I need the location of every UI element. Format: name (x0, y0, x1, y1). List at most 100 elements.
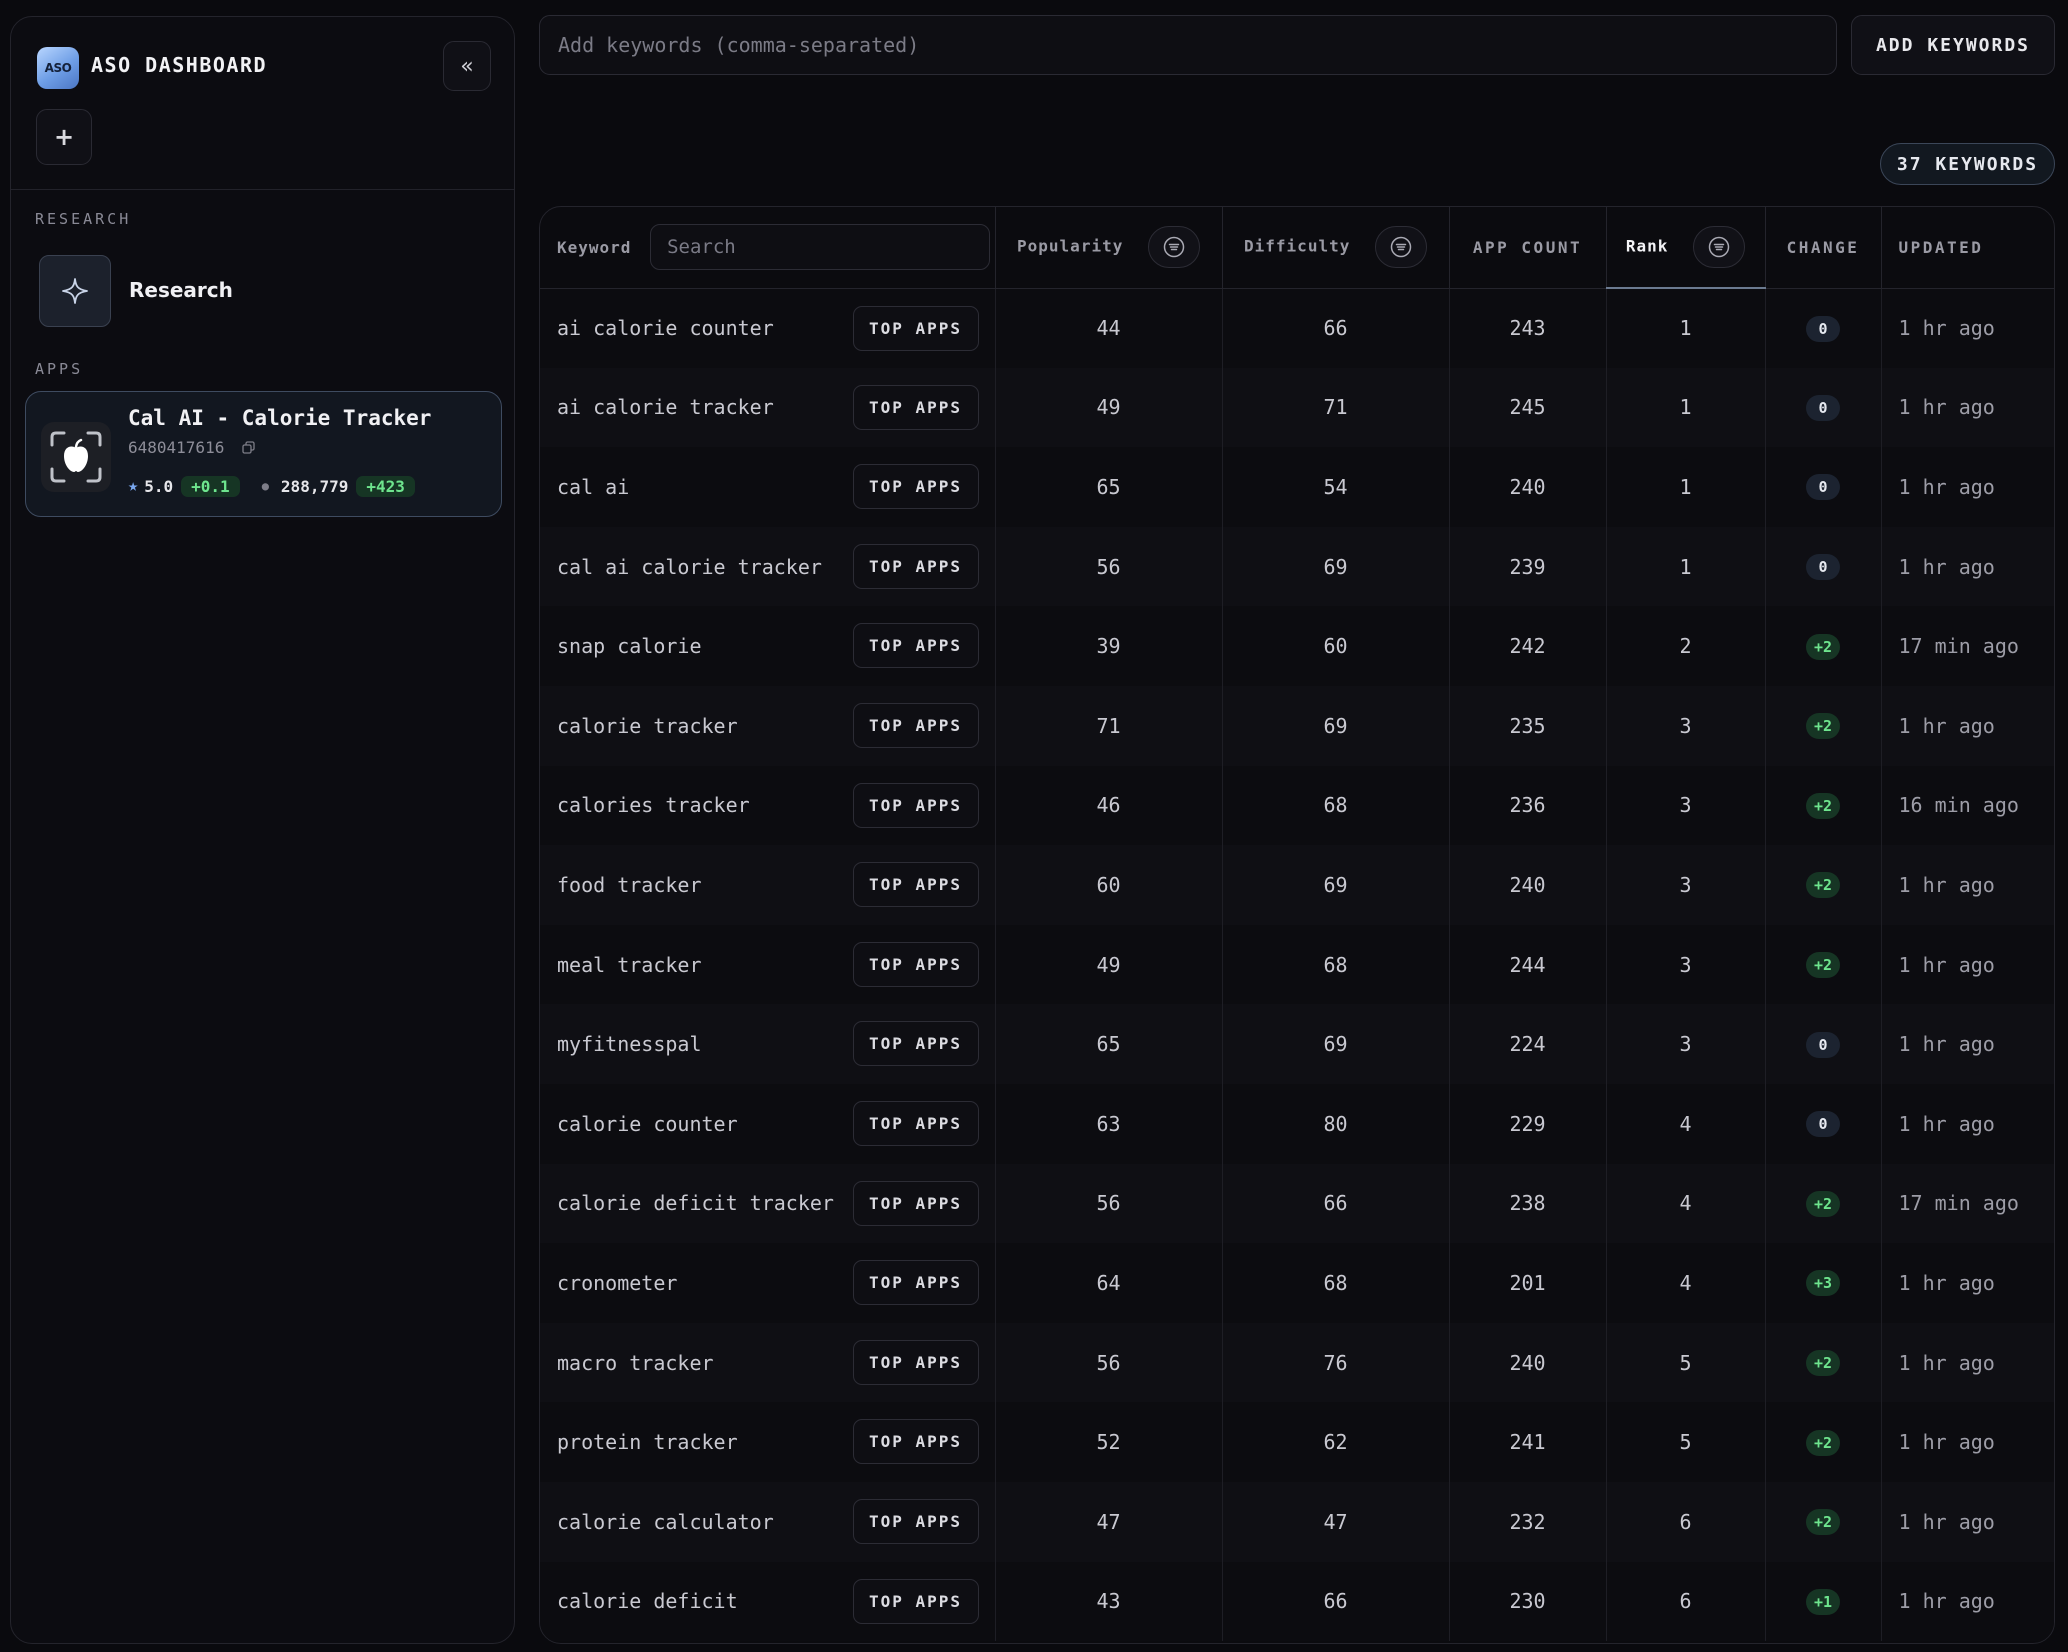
change-badge: +3 (1805, 1270, 1841, 1297)
top-apps-button[interactable]: TOP APPS (852, 305, 979, 351)
table-row[interactable]: cal ai TOP APPS 65 54 240 1 0 1 hr ago (540, 447, 2054, 527)
app-card-cal-ai[interactable]: Cal AI - Calorie Tracker 6480417616 ★ 5.… (25, 391, 502, 517)
reviews-count: 288,779 (280, 476, 349, 496)
difficulty-header-label: Difficulty (1244, 236, 1351, 256)
table-row[interactable]: food tracker TOP APPS 60 69 240 3 +2 1 hr ago (540, 845, 2054, 925)
keyword-text: cal ai calorie tracker (557, 554, 822, 579)
app-count-cell: 230 (1449, 1561, 1607, 1642)
keyword-search-input[interactable] (650, 224, 991, 271)
table-row[interactable]: myfitnesspal TOP APPS 65 69 224 3 0 1 hr ago (540, 1004, 2054, 1084)
difficulty-cell: 47 (1222, 1481, 1450, 1562)
top-apps-button[interactable]: TOP APPS (852, 702, 979, 748)
popularity-sort-button[interactable] (1147, 226, 1200, 269)
table-row[interactable]: macro tracker TOP APPS 56 76 240 5 +2 1 hr ago (540, 1322, 2054, 1403)
add-keywords-input[interactable] (539, 15, 1837, 75)
keyword-text: snap calorie (557, 634, 702, 659)
difficulty-cell: 66 (1222, 288, 1450, 368)
table-row[interactable]: calorie deficit tracker TOP APPS 56 66 238 4 +… (540, 1163, 2054, 1244)
keyword-text: cal ai (557, 474, 630, 499)
filter-lines-icon (1708, 236, 1730, 258)
table-row[interactable]: calorie calculator TOP APPS 47 47 232 6 +2 1 hr… (540, 1481, 2054, 1562)
table-row[interactable]: calorie counter TOP APPS 63 80 229 4 0 1 hr ago (540, 1083, 2054, 1164)
sparkle-icon (39, 255, 111, 327)
keyword-cell: calorie tracker TOP APPS (540, 685, 996, 766)
app-count-cell: 241 (1449, 1402, 1607, 1482)
difficulty-cell: 69 (1222, 685, 1450, 766)
top-apps-button[interactable]: TOP APPS (852, 862, 979, 908)
updated-cell: 17 min ago (1898, 1191, 2019, 1216)
change-badge: +2 (1805, 1509, 1841, 1536)
top-apps-button[interactable]: TOP APPS (852, 1021, 979, 1067)
table-row[interactable]: meal tracker TOP APPS 49 68 244 3 +2 1 hr ago (540, 924, 2054, 1005)
add-app-button[interactable]: + (36, 109, 92, 165)
column-header-rank[interactable]: Rank (1606, 207, 1766, 289)
top-apps-button[interactable]: TOP APPS (852, 1339, 979, 1385)
table-row[interactable]: protein tracker TOP APPS 52 62 241 5 +2 1 hr ag… (540, 1402, 2054, 1482)
change-badge: +2 (1805, 792, 1841, 819)
difficulty-cell: 69 (1222, 845, 1450, 925)
updated-cell: 1 hr ago (1898, 474, 1995, 499)
research-section-label: RESEARCH (35, 210, 132, 228)
difficulty-cell: 66 (1222, 1561, 1450, 1642)
updated-cell: 16 min ago (1898, 793, 2019, 818)
top-apps-button[interactable]: TOP APPS (852, 941, 979, 987)
top-apps-button[interactable]: TOP APPS (852, 1260, 979, 1306)
top-apps-button[interactable]: TOP APPS (852, 464, 979, 510)
change-badge: +2 (1805, 1190, 1841, 1217)
change-cell: +2 (1765, 924, 1882, 1005)
rank-cell: 3 (1606, 845, 1766, 925)
keyword-cell: calorie deficit tracker TOP APPS (540, 1163, 996, 1244)
column-header-app-count[interactable]: APP COUNT (1449, 207, 1607, 289)
column-header-difficulty[interactable]: Difficulty (1222, 207, 1450, 289)
change-cell: +2 (1765, 685, 1882, 766)
table-row[interactable]: calorie tracker TOP APPS 71 69 235 3 +2 1 hr ag… (540, 685, 2054, 766)
top-apps-button[interactable]: TOP APPS (852, 782, 979, 828)
add-keywords-button[interactable]: ADD KEYWORDS (1851, 15, 2055, 75)
table-row[interactable]: cal ai calorie tracker TOP APPS 56 69 239 1 0 1… (540, 526, 2054, 607)
top-apps-button[interactable]: TOP APPS (852, 1100, 979, 1146)
change-badge: 0 (1806, 474, 1840, 501)
reviews-change-badge: +423 (356, 475, 415, 497)
filter-lines-icon (1163, 237, 1185, 258)
column-header-updated[interactable]: UPDATED (1881, 207, 2054, 289)
app-count-cell: 243 (1449, 288, 1607, 368)
table-row[interactable]: ai calorie tracker TOP APPS 49 71 245 1 0 1 hr … (540, 367, 2054, 448)
app-count-cell: 240 (1449, 1322, 1607, 1403)
copy-icon[interactable] (242, 439, 255, 458)
keyword-cell: food tracker TOP APPS (540, 845, 996, 925)
top-apps-button[interactable]: TOP APPS (852, 1180, 979, 1226)
top-apps-button[interactable]: TOP APPS (852, 384, 979, 430)
table-row[interactable]: ai calorie counter TOP APPS 44 66 243 1 0 1 hr … (540, 288, 2054, 368)
top-apps-button[interactable]: TOP APPS (852, 1578, 979, 1624)
table-row[interactable]: calories tracker TOP APPS 46 68 236 3 +2 16 min… (540, 765, 2054, 846)
rating-change-badge: +0.1 (181, 475, 240, 497)
rank-cell: 5 (1606, 1402, 1766, 1482)
collapse-sidebar-button[interactable]: « (443, 41, 491, 91)
difficulty-cell: 54 (1222, 447, 1450, 527)
updated-cell: 1 hr ago (1898, 952, 1995, 977)
column-header-change[interactable]: CHANGE (1765, 207, 1882, 289)
change-badge: +1 (1805, 1588, 1841, 1615)
app-count-cell: 224 (1449, 1004, 1607, 1084)
difficulty-sort-button[interactable] (1374, 226, 1427, 269)
table-row[interactable]: calorie deficit TOP APPS 43 66 230 6 +1 1 hr ag… (540, 1561, 2054, 1642)
top-apps-button[interactable]: TOP APPS (852, 1419, 979, 1465)
app-count-cell: 238 (1449, 1163, 1607, 1244)
top-apps-button[interactable]: TOP APPS (852, 623, 979, 669)
keyword-cell: calorie counter TOP APPS (540, 1083, 996, 1164)
sidebar-item-research[interactable]: Research (39, 255, 499, 327)
column-header-popularity[interactable]: Popularity (995, 207, 1223, 289)
top-apps-button[interactable]: TOP APPS (852, 1498, 979, 1544)
keyword-cell: calorie calculator TOP APPS (540, 1481, 996, 1562)
top-apps-button[interactable]: TOP APPS (852, 543, 979, 589)
rank-cell: 6 (1606, 1481, 1766, 1562)
table-header-row: Keyword Popularity Difficulty (540, 207, 2054, 289)
difficulty-cell: 76 (1222, 1322, 1450, 1403)
change-cell: 0 (1765, 447, 1882, 527)
rank-sort-button[interactable] (1693, 226, 1746, 268)
table-row[interactable]: cronometer TOP APPS 64 68 201 4 +3 1 hr ago (540, 1243, 2054, 1323)
table-row[interactable]: snap calorie TOP APPS 39 60 242 2 +2 17 min ago (540, 606, 2054, 686)
change-cell: 0 (1765, 1004, 1882, 1084)
keyword-text: calorie deficit (557, 1589, 738, 1614)
updated-cell: 1 hr ago (1898, 872, 1995, 897)
